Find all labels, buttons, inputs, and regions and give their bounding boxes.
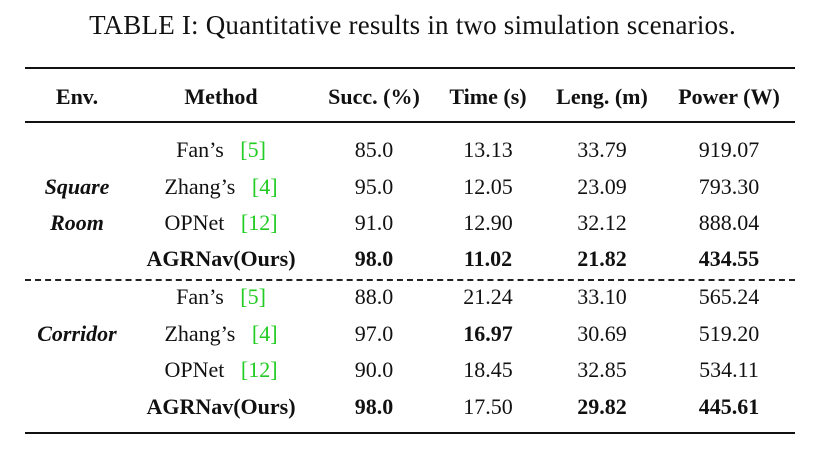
leng-cell: 32.85 bbox=[577, 357, 627, 382]
leng-cell: 21.82 bbox=[577, 246, 627, 271]
succ-cell: 95.0 bbox=[354, 174, 394, 199]
power-cell: 793.30 bbox=[698, 174, 760, 199]
method-cell: Fan’s [5] bbox=[176, 283, 266, 311]
header-succ: Succ. (%) bbox=[328, 84, 420, 109]
citation-link[interactable]: [5] bbox=[240, 137, 266, 162]
method-cell-ours: AGRNav(Ours) bbox=[146, 394, 296, 419]
citation-link[interactable]: [4] bbox=[251, 174, 278, 199]
power-cell: 919.07 bbox=[698, 137, 760, 162]
group-divider bbox=[25, 279, 795, 281]
succ-cell: 88.0 bbox=[354, 284, 394, 309]
method-cell: OPNet [12] bbox=[164, 209, 277, 237]
bottom-rule bbox=[25, 432, 795, 434]
citation-link[interactable]: [5] bbox=[240, 284, 266, 309]
succ-cell: 98.0 bbox=[354, 394, 394, 419]
env-label-room: Room bbox=[50, 210, 104, 235]
time-cell: 21.24 bbox=[463, 284, 513, 309]
leng-cell: 33.10 bbox=[577, 284, 627, 309]
env-label-corridor: Corridor bbox=[37, 321, 117, 346]
succ-cell: 90.0 bbox=[354, 357, 394, 382]
method-name: OPNet bbox=[164, 357, 225, 382]
method-name: Zhang’s bbox=[164, 174, 236, 199]
succ-cell: 98.0 bbox=[354, 246, 394, 271]
power-cell: 534.11 bbox=[699, 357, 759, 382]
power-cell: 519.20 bbox=[698, 321, 760, 346]
header-leng: Leng. (m) bbox=[556, 84, 648, 109]
leng-cell: 29.82 bbox=[577, 394, 627, 419]
citation-link[interactable]: [4] bbox=[251, 321, 278, 346]
method-cell: Zhang’s [4] bbox=[164, 320, 277, 348]
leng-cell: 30.69 bbox=[577, 321, 627, 346]
top-rule bbox=[25, 67, 795, 69]
method-name: Zhang’s bbox=[164, 321, 236, 346]
leng-cell: 23.09 bbox=[577, 174, 627, 199]
leng-cell: 33.79 bbox=[577, 137, 627, 162]
time-cell: 11.02 bbox=[463, 246, 513, 271]
time-cell: 16.97 bbox=[463, 321, 513, 346]
succ-cell: 97.0 bbox=[354, 321, 394, 346]
method-name: Fan’s bbox=[176, 137, 224, 162]
citation-link[interactable]: [12] bbox=[240, 357, 278, 382]
header-rule bbox=[25, 121, 795, 123]
method-name: OPNet bbox=[164, 210, 225, 235]
succ-cell: 91.0 bbox=[354, 210, 394, 235]
header-method: Method bbox=[184, 84, 258, 109]
header-power: Power (W) bbox=[678, 84, 780, 109]
header-time: Time (s) bbox=[449, 84, 527, 109]
power-cell: 888.04 bbox=[698, 210, 760, 235]
power-cell: 445.61 bbox=[698, 394, 760, 419]
header-env: Env. bbox=[55, 84, 99, 109]
table-caption: TABLE I: Quantitative results in two sim… bbox=[89, 10, 736, 40]
method-cell: Fan’s [5] bbox=[176, 136, 266, 164]
method-cell: Zhang’s [4] bbox=[164, 173, 277, 201]
method-name: Fan’s bbox=[176, 284, 224, 309]
time-cell: 17.50 bbox=[463, 394, 513, 419]
time-cell: 13.13 bbox=[463, 137, 513, 162]
succ-cell: 85.0 bbox=[354, 137, 394, 162]
power-cell: 565.24 bbox=[698, 284, 760, 309]
time-cell: 12.05 bbox=[463, 174, 513, 199]
time-cell: 12.90 bbox=[463, 210, 513, 235]
method-cell-ours: AGRNav(Ours) bbox=[146, 246, 296, 271]
citation-link[interactable]: [12] bbox=[240, 210, 278, 235]
leng-cell: 32.12 bbox=[577, 210, 627, 235]
method-cell: OPNet [12] bbox=[164, 356, 277, 384]
time-cell: 18.45 bbox=[463, 357, 513, 382]
env-label-square: Square bbox=[44, 174, 110, 199]
power-cell: 434.55 bbox=[698, 246, 760, 271]
